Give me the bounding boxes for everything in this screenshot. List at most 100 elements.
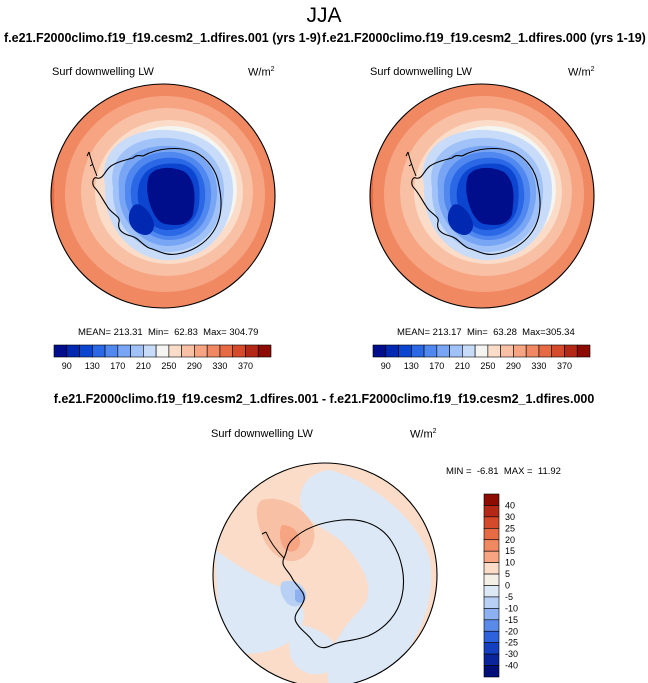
colorbar-tick-label: -5 (505, 592, 513, 602)
units-text: W/m (248, 66, 271, 79)
colorbar-box (483, 505, 500, 518)
colorbar-tick-label: 290 (506, 361, 521, 371)
colorbar-tick-label: 25 (505, 523, 515, 533)
colorbar-tick-label: -25 (505, 638, 518, 648)
panel-title-left: f.e21.F2000climo.f19_f19.cesm2_1.dfires.… (4, 31, 321, 45)
colorbar-tick-label: -30 (505, 649, 518, 659)
colorbar-box (79, 344, 93, 358)
variable-label-left: Surf downwelling LW (52, 66, 154, 78)
colorbar-tick-label: 250 (480, 361, 495, 371)
colorbar-box (551, 344, 565, 358)
colorbar-box (104, 344, 119, 358)
variable-label-right: Surf downwelling LW (370, 66, 472, 78)
colorbar-box (525, 344, 540, 358)
colorbar-box (483, 562, 500, 575)
colorbar-tick-label: 30 (505, 512, 515, 522)
units-label-diff: W/m2 (410, 428, 437, 441)
colorbar-box (576, 344, 591, 358)
mean-value: 213.17 (432, 327, 462, 338)
colorbar-box (462, 344, 476, 358)
colorbar-tick-label: 210 (136, 361, 151, 371)
colorbar-box (257, 344, 272, 358)
colorbar-tick-label: -15 (505, 615, 518, 625)
stats-left: MEAN= 213.31 Min= 62.83 Max= 304.79 (78, 327, 259, 338)
colorbar-tick-label: 90 (62, 361, 72, 371)
colorbar-box (483, 516, 500, 529)
units-label-left: W/m2 (248, 66, 275, 79)
stats-diff: MIN = -6.81 MAX = 11.92 (446, 466, 561, 477)
colorbar-tick-label: 130 (404, 361, 419, 371)
colorbar-box (483, 596, 500, 609)
colorbar-box (66, 344, 80, 358)
colorbar-box (117, 344, 131, 358)
colorbar-tick-label: 0 (505, 581, 510, 591)
colorbar-box (483, 608, 500, 621)
colorbar-tick-label: 170 (110, 361, 125, 371)
colorbar-box (372, 344, 387, 358)
units-exponent: 2 (590, 66, 595, 73)
colorbar-box (410, 344, 425, 358)
units-label-right: W/m2 (568, 66, 595, 79)
colorbar-box (206, 344, 221, 358)
colorbar-box (219, 344, 234, 358)
max-value: 305.34 (545, 327, 575, 338)
colorbar-box (483, 585, 500, 598)
colorbar-box (155, 344, 170, 358)
stats-right: MEAN= 213.17 Min= 63.28 Max=305.34 (397, 327, 575, 338)
colorbar-tick-label: 330 (531, 361, 546, 371)
colorbar-box (483, 630, 500, 643)
units-text: W/m (410, 428, 433, 441)
colorbar-box (483, 653, 500, 666)
colorbar-box (398, 344, 412, 358)
colorbar-box (449, 344, 463, 358)
units-exponent: 2 (432, 428, 437, 435)
colorbar-tick-label: 250 (161, 361, 176, 371)
max-value: 304.79 (229, 327, 259, 338)
colorbar-box (513, 344, 527, 358)
map-border-difference (212, 462, 438, 683)
colorbar-box (474, 344, 489, 358)
colorbar-tick-label: 5 (505, 569, 510, 579)
colorbar-box (245, 344, 259, 358)
colorbar-right: 90 130 170 210 250 290 330 370 (372, 344, 591, 371)
colorbar-box (564, 344, 578, 358)
colorbar-box (168, 344, 182, 358)
colorbar-left: 90 130 170 210 250 290 330 370 (53, 344, 272, 371)
colorbar-tick-label: 170 (429, 361, 444, 371)
colorbar-box (91, 344, 106, 358)
colorbar-box (538, 344, 553, 358)
map-field-left (51, 84, 275, 308)
colorbar-tick-label: 40 (505, 500, 515, 510)
colorbar-box (483, 665, 500, 678)
colorbar-box (483, 642, 500, 655)
colorbar-tick-label: -10 (505, 603, 518, 613)
colorbar-box (483, 528, 500, 541)
colorbar-box (500, 344, 514, 358)
colorbar-tick-label: 370 (557, 361, 572, 371)
colorbar-tick-label: 330 (212, 361, 227, 371)
colorbar-box (181, 344, 195, 358)
colorbar-tick-label: -20 (505, 626, 518, 636)
colorbar-tick-label: 290 (187, 361, 202, 371)
colorbar-tick-label: 130 (85, 361, 100, 371)
colorbar-box (483, 619, 500, 632)
colorbar-tick-label: 20 (505, 535, 515, 545)
colorbar-box (194, 344, 208, 358)
min-value: -6.81 (476, 466, 499, 477)
figure-title: JJA (306, 4, 342, 27)
map-field-difference (213, 463, 437, 683)
units-exponent: 2 (270, 66, 275, 73)
min-value: 63.28 (493, 327, 517, 338)
map-border-left (50, 83, 276, 309)
variable-label-diff: Surf downwelling LW (211, 428, 313, 440)
colorbar-box (436, 344, 450, 358)
units-text: W/m (568, 66, 591, 79)
map-border-right (369, 83, 595, 309)
colorbar-box (53, 344, 68, 358)
colorbar-box (423, 344, 438, 358)
min-value: 62.83 (174, 327, 198, 338)
colorbar-box (483, 550, 500, 563)
colorbar-tick-label: 370 (238, 361, 253, 371)
